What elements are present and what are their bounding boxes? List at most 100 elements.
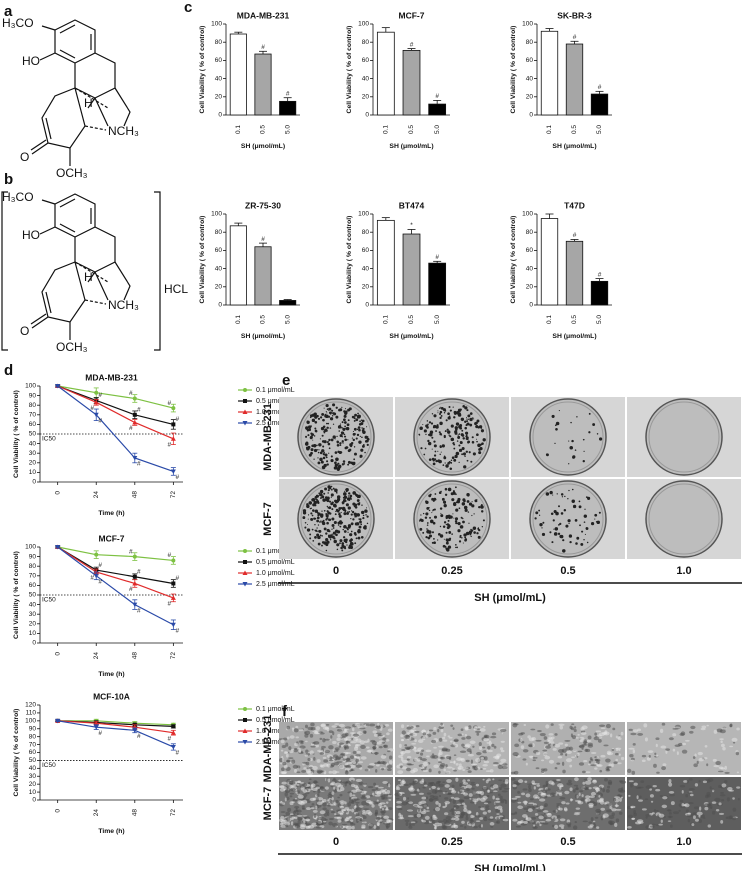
colony: [457, 436, 460, 439]
colony: [478, 505, 481, 509]
colony: [326, 412, 328, 414]
colony: [445, 541, 449, 545]
cell: [579, 736, 585, 741]
y-tick-label: 100: [25, 718, 36, 725]
cell: [370, 739, 376, 743]
cell: [458, 790, 463, 794]
cell: [355, 743, 361, 747]
cell: [541, 769, 545, 774]
cell: [284, 792, 288, 797]
cell: [596, 792, 602, 795]
x-tick-label: 24: [93, 809, 100, 817]
colony: [477, 527, 479, 529]
y-tick-label: 60: [29, 749, 37, 756]
cell: [465, 759, 470, 763]
colony: [348, 407, 352, 411]
cell: [374, 812, 378, 817]
cell: [715, 761, 722, 766]
colony: [555, 421, 560, 426]
colony: [458, 448, 463, 452]
cell: [301, 799, 308, 804]
colony: [328, 486, 332, 490]
colony: [482, 519, 485, 522]
cell: [662, 796, 668, 800]
cell: [440, 728, 444, 733]
cell: [352, 733, 360, 737]
colony: [449, 409, 452, 412]
cell: [589, 795, 596, 799]
cell: [724, 765, 727, 770]
cell: [600, 793, 604, 797]
cell: [371, 804, 375, 808]
y-tick-label: 70: [29, 741, 37, 748]
cell: [379, 760, 386, 765]
colony: [341, 545, 344, 548]
colony: [357, 412, 359, 415]
cell: [352, 760, 357, 765]
atom: O: [20, 324, 29, 338]
cell: [542, 822, 549, 825]
cell: [345, 765, 352, 769]
chart-title: MCF-10A: [93, 691, 130, 701]
colony: [354, 503, 358, 507]
colony: [478, 529, 481, 532]
cell: [668, 790, 675, 794]
cell: [655, 743, 658, 748]
colony: [585, 527, 589, 530]
significance-marker: #: [176, 627, 180, 634]
y-tick-label: 40: [215, 75, 223, 82]
colony: [422, 512, 425, 515]
cell: [342, 730, 349, 734]
colony: [534, 517, 537, 520]
y-tick-label: 40: [29, 440, 37, 447]
colony: [358, 428, 361, 432]
cell: [389, 793, 392, 796]
cell: [341, 733, 348, 738]
cell: [517, 790, 521, 794]
colony: [356, 499, 360, 502]
colony: [319, 513, 324, 517]
colony: [322, 418, 325, 422]
cell: [545, 724, 550, 729]
cell: [461, 820, 465, 824]
colony: [321, 544, 323, 547]
significance-marker: #: [129, 425, 133, 432]
chart-title: BT474: [399, 200, 425, 210]
cell: [689, 730, 694, 734]
colony: [349, 533, 353, 537]
cell: [724, 771, 730, 774]
cell: [438, 795, 442, 798]
colony: [473, 418, 475, 420]
colony: [562, 539, 565, 542]
cell: [446, 766, 453, 769]
cell: [503, 787, 510, 790]
colony: [473, 513, 475, 515]
cell: [548, 733, 554, 736]
cell: [374, 743, 377, 746]
cell: [303, 767, 307, 770]
cell: [341, 808, 346, 812]
cell: [487, 789, 490, 794]
colony: [339, 442, 342, 445]
cell: [615, 735, 621, 739]
colony: [307, 514, 310, 516]
cell: [500, 749, 505, 753]
cell: [450, 796, 455, 799]
cell: [574, 799, 582, 802]
cell: [619, 789, 626, 793]
colony: [429, 430, 434, 434]
cell: [297, 794, 304, 799]
bar: [540, 218, 559, 306]
colony: [366, 437, 370, 441]
cell: [736, 727, 740, 731]
colony: [437, 412, 439, 414]
colony: [319, 534, 322, 537]
cell: [378, 786, 384, 789]
colony: [325, 456, 328, 459]
cell: [421, 820, 427, 823]
cell: [398, 754, 403, 758]
legend-marker: [243, 388, 247, 392]
cell: [372, 730, 378, 734]
cell: [548, 736, 553, 740]
cell: [327, 796, 333, 799]
